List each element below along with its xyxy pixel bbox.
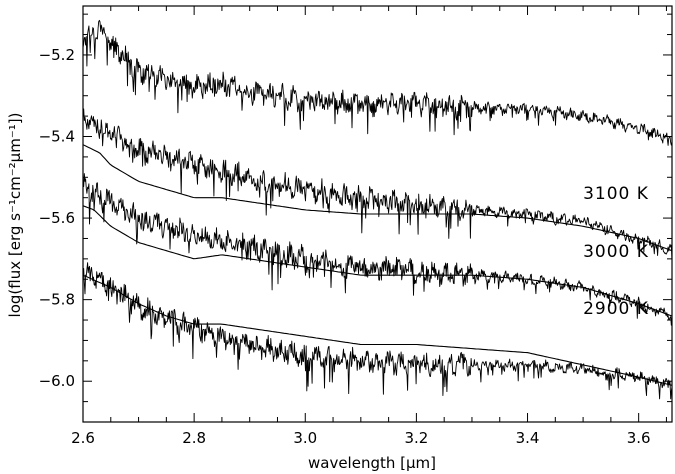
model-curve-5 (83, 274, 672, 386)
temperature-label: 3000 K (583, 242, 649, 262)
axes: 2.6 2.8 3.0 3.2 3.4 3.6 −5.2 −5.4 −5.6 −5.8 −6.0 31… (39, 5, 673, 447)
y-tick-label: −5.2 (39, 46, 75, 64)
temperature-label: 3100 K (583, 184, 649, 204)
spectrum-curve-4 (83, 173, 672, 326)
spectrum-curve-2 (83, 108, 672, 262)
y-tick-label: −5.8 (39, 291, 75, 309)
spectrum-curve-0 (83, 19, 672, 146)
x-axis-title: wavelength [μm] (308, 454, 436, 472)
y-tick-label: −5.4 (39, 128, 75, 146)
plot-area (83, 19, 672, 400)
x-tick-label: 3.4 (516, 429, 540, 447)
x-tick-label: 3.6 (627, 429, 651, 447)
spectrum-curve-6 (83, 262, 672, 400)
x-tick-label: 2.6 (71, 429, 95, 447)
temperature-label: 2900 K (583, 299, 649, 319)
model-curve-1 (83, 144, 672, 252)
model-curve-3 (83, 205, 672, 317)
x-tick-label: 3.2 (404, 429, 428, 447)
y-axis-title: log(flux [erg s⁻¹cm⁻²μm⁻¹]) (6, 113, 24, 318)
y-tick-label: −5.6 (39, 209, 75, 227)
y-tick-label: −6.0 (39, 372, 75, 390)
plot-frame (82, 5, 673, 423)
x-tick-label: 2.8 (182, 429, 206, 447)
x-tick-label: 3.0 (293, 429, 317, 447)
